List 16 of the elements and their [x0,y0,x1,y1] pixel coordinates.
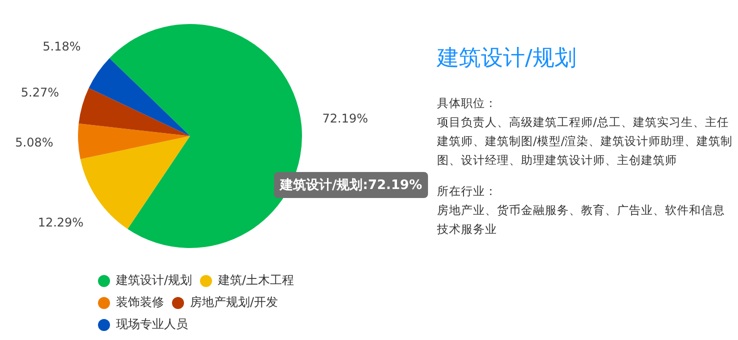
text: 项目负责人、高级建筑工程师/总工、建筑实习生、主任建筑师、建筑制图/模型/渲染、建筑设计师助理、建筑制图、设计经理、助理建筑设计师、主创建筑师 [437,114,733,169]
text: 房地产业、货币金融服务、教育、广告业、软件和信息技术服务业 [437,202,726,238]
text: 所在行业： [437,183,498,200]
legend-label: 建筑设计/规划 [116,272,192,289]
data-label: 5.18% [42,39,81,54]
legend-label: 装饰装修 [116,294,164,311]
data-label: 5.08% [15,136,54,150]
data-label: 5.27% [20,85,60,100]
text: 建筑设计/规划:72.19% [274,172,428,198]
text: 建筑设计/规划 [437,45,578,73]
legend-label: 现场专业人员 [116,316,188,333]
text: 具体职位： [437,95,498,112]
legend-label: 建筑/土木工程 [218,272,294,289]
data-label: 12.29% [38,215,84,230]
legend-label: 房地产规划/开发 [190,294,278,311]
data-label: 72.19% [322,112,368,126]
